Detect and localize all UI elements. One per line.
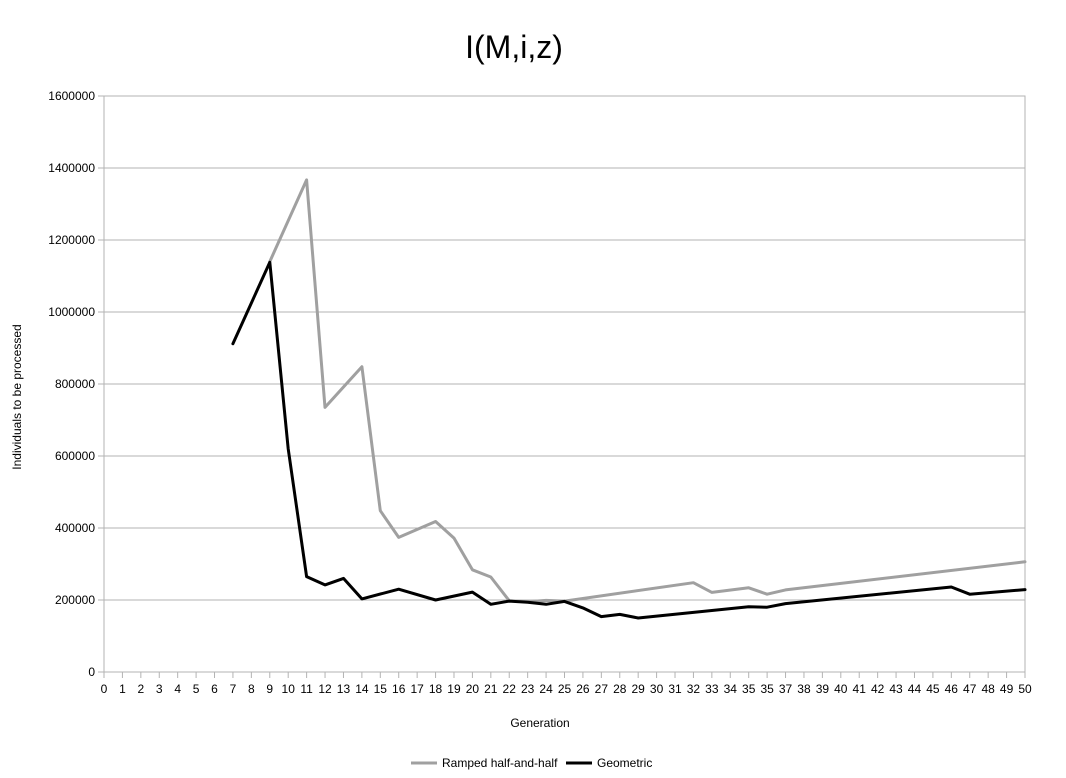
x-tick-label: 28 [613, 682, 627, 696]
x-tick-label: 39 [816, 682, 830, 696]
x-tick-label: 35 [760, 682, 774, 696]
legend: Ramped half-and-half Geometric [411, 756, 652, 770]
y-tick-label: 1000000 [48, 305, 95, 319]
x-tick-label: 44 [908, 682, 922, 696]
x-tick-label: 10 [282, 682, 296, 696]
chart-title: I(M,i,z) [465, 29, 563, 65]
x-tick-label: 46 [945, 682, 959, 696]
x-tick-label: 41 [853, 682, 867, 696]
x-tick-label: 48 [981, 682, 995, 696]
x-tick-label: 4 [174, 682, 181, 696]
x-tick-label: 34 [724, 682, 738, 696]
x-tick-label: 20 [466, 682, 480, 696]
y-tick-label: 1600000 [48, 89, 95, 103]
x-tick-label: 42 [871, 682, 885, 696]
x-tick-label: 33 [705, 682, 719, 696]
series-line-1 [231, 260, 1027, 620]
x-tick-label: 9 [266, 682, 273, 696]
x-tick-label: 38 [797, 682, 811, 696]
x-tick-label: 22 [503, 682, 517, 696]
x-tick-label: 40 [834, 682, 848, 696]
x-tick-label: 5 [193, 682, 200, 696]
x-tick-label: 7 [230, 682, 237, 696]
x-tick-label: 37 [779, 682, 793, 696]
y-tick-label: 1400000 [48, 161, 95, 175]
x-tick-label: 43 [889, 682, 903, 696]
x-axis-label: Generation [510, 716, 569, 730]
x-tick-label: 27 [595, 682, 609, 696]
x-tick-label: 49 [1000, 682, 1014, 696]
x-tick-label: 23 [521, 682, 535, 696]
x-tick-label: 31 [668, 682, 682, 696]
series-group [231, 178, 1027, 620]
x-tick-label: 24 [539, 682, 553, 696]
x-tick-label: 0 [101, 682, 108, 696]
x-tick-label: 26 [576, 682, 590, 696]
x-tick-label: 29 [632, 682, 646, 696]
x-tick-label: 35 [742, 682, 756, 696]
x-tick-label: 47 [963, 682, 977, 696]
x-tick-label: 6 [211, 682, 218, 696]
x-tick-label: 32 [687, 682, 701, 696]
y-tick-label: 200000 [55, 593, 95, 607]
y-tick-label: 800000 [55, 377, 95, 391]
legend-label: Ramped half-and-half [442, 756, 558, 770]
x-tick-label: 11 [300, 682, 313, 696]
legend-label: Geometric [597, 756, 652, 770]
x-tick-label: 2 [137, 682, 144, 696]
y-tick-label: 1200000 [48, 233, 95, 247]
grid [104, 167, 1025, 601]
x-tick-label: 14 [355, 682, 369, 696]
x-tick-label: 16 [392, 682, 406, 696]
x-tick-label: 13 [337, 682, 351, 696]
y-tick-label: 0 [88, 665, 95, 679]
x-tick-label: 18 [429, 682, 443, 696]
x-tick-label: 15 [374, 682, 388, 696]
x-tick-label: 8 [248, 682, 255, 696]
x-tick-label: 12 [318, 682, 332, 696]
y-tick-label: 600000 [55, 449, 95, 463]
x-tick-label: 17 [410, 682, 424, 696]
series-line-0 [268, 178, 1027, 604]
x-tick-label: 25 [558, 682, 572, 696]
x-tick-label: 30 [650, 682, 664, 696]
x-tick-label: 50 [1018, 682, 1032, 696]
x-tick-label: 45 [926, 682, 940, 696]
x-tick-label: 3 [156, 682, 163, 696]
y-tick-label: 400000 [55, 521, 95, 535]
y-axis-label: Individuals to be processed [10, 324, 24, 469]
x-tick-label: 1 [119, 682, 126, 696]
x-axis: 0 1 2 3 4 5 6 7 8 9 10 11 12 13 14 15 16 17 18 19 20 21 22 23 24… [101, 672, 1032, 696]
x-tick-label: 19 [447, 682, 461, 696]
y-axis: 0 200000 400000 600000 800000 1000000 1200000 1… [48, 89, 104, 679]
x-tick-label: 21 [484, 682, 498, 696]
